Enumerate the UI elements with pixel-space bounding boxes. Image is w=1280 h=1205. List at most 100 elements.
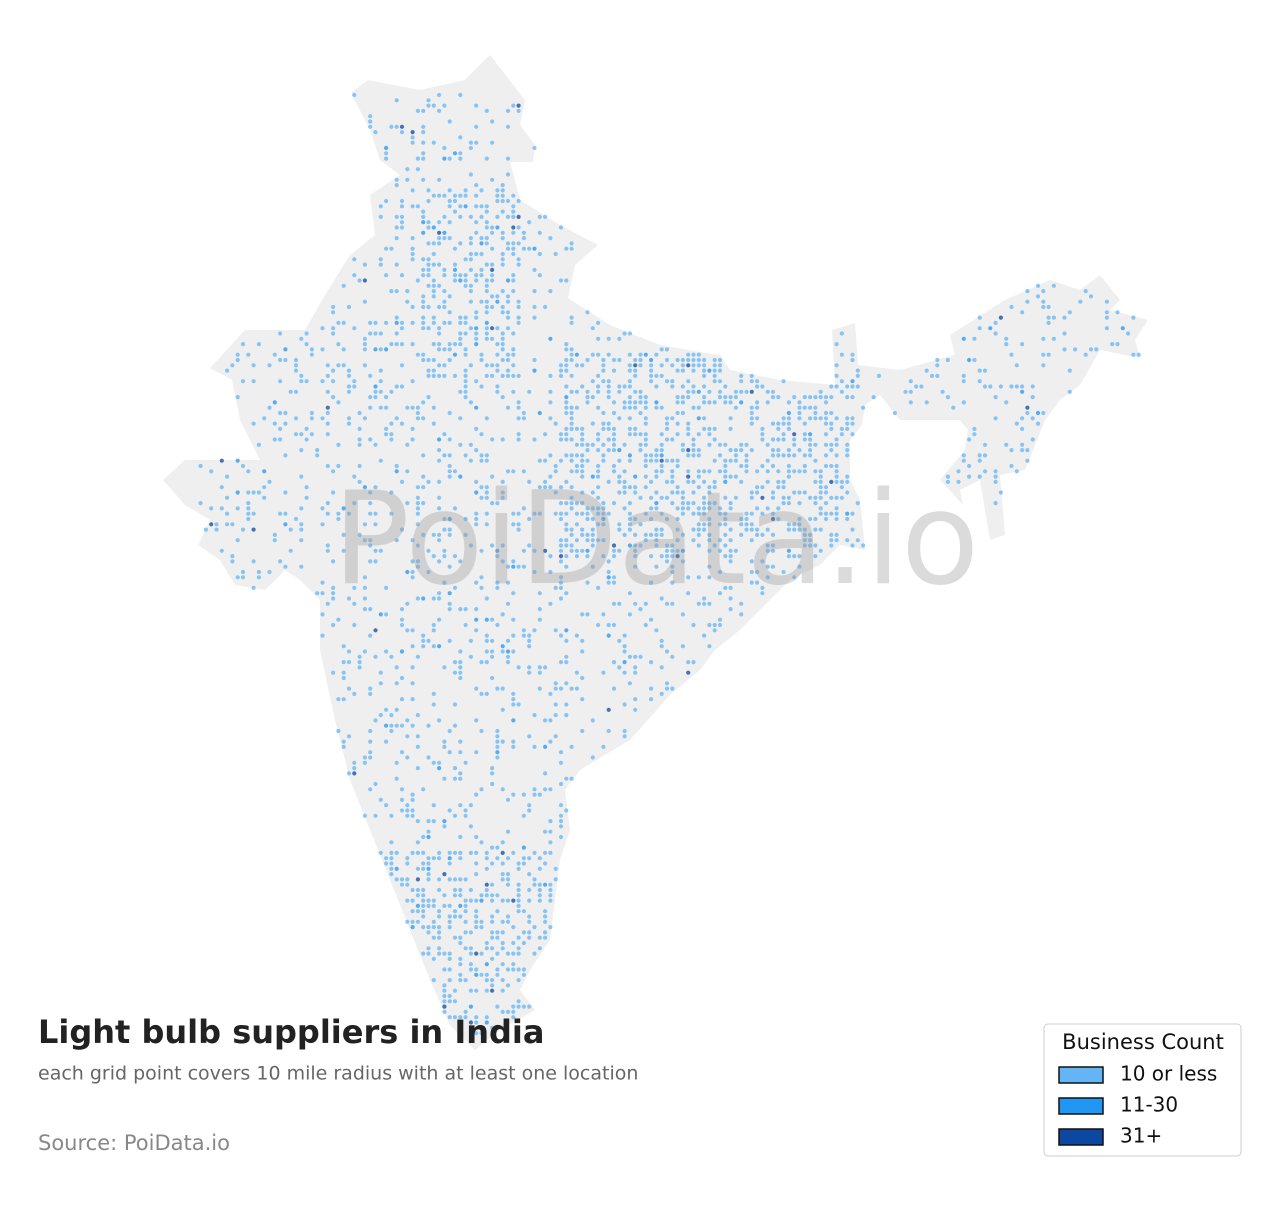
grid-point [585,511,590,516]
grid-point [283,564,288,569]
grid-point [818,389,823,394]
grid-point [590,538,595,543]
grid-point [315,453,320,458]
grid-point [389,813,394,818]
grid-point [458,978,463,983]
grid-point [850,384,855,389]
grid-point [839,426,845,431]
grid-point [797,416,802,421]
grid-point [696,469,701,474]
grid-point [606,728,611,734]
grid-point [680,363,686,368]
grid-point [521,940,527,946]
grid-point [558,819,564,824]
grid-point [458,241,463,246]
grid-point [876,373,882,378]
grid-point [373,781,378,787]
grid-point [696,405,701,410]
grid-point [834,373,839,378]
grid-point [278,559,283,564]
grid-point [516,882,521,887]
grid-point [855,501,860,506]
grid-point [733,458,739,463]
grid-point [516,241,521,246]
grid-point [378,389,383,394]
grid-point [548,887,553,893]
grid-point [495,326,500,331]
grid-point [421,893,426,898]
grid-point [601,458,606,463]
grid-point [622,400,627,405]
grid-point [495,930,500,935]
grid-point [670,654,675,659]
grid-point [792,453,797,458]
grid-point [309,432,314,437]
grid-point [956,469,961,474]
grid-point [415,108,420,113]
grid-point [574,352,580,357]
grid-point [638,357,643,363]
grid-point [458,193,463,198]
grid-point [818,548,823,553]
grid-point [1014,469,1019,474]
grid-point [723,469,728,474]
grid-point [585,554,590,559]
grid-point [415,522,420,527]
grid-point [452,278,458,283]
grid-point [781,416,786,421]
grid-point [452,999,458,1004]
grid-point [739,400,744,405]
grid-point [993,501,998,506]
grid-point [320,591,325,596]
grid-point [834,416,839,421]
grid-point [479,273,484,278]
grid-point [511,289,516,294]
grid-point [537,458,542,463]
grid-point [537,410,542,416]
grid-point [818,490,823,495]
grid-point [399,225,405,230]
grid-point [749,511,754,516]
grid-point [558,554,564,559]
grid-point [426,819,431,824]
grid-point [437,538,442,543]
grid-point [362,607,367,612]
grid-point [378,681,383,686]
grid-point [352,92,357,98]
grid-point [405,734,410,739]
grid-point [574,453,580,458]
grid-point [585,612,590,617]
grid-point [437,909,442,914]
grid-point [421,124,426,129]
grid-point [808,395,813,400]
grid-point [500,946,505,951]
grid-point [421,267,426,272]
legend-swatch [1058,1066,1104,1084]
grid-point [431,898,436,903]
grid-point [1041,352,1046,357]
grid-point [421,866,426,871]
grid-point [548,485,553,490]
grid-point [399,787,405,792]
grid-point [1041,304,1046,310]
grid-point [728,585,733,591]
grid-point [458,389,463,394]
grid-point [246,511,251,516]
india-outline [163,55,1148,1050]
grid-point [399,750,405,755]
grid-point [325,421,330,426]
grid-point [585,538,590,543]
grid-point [431,421,436,426]
grid-point [516,898,521,903]
grid-point [675,485,680,490]
grid-point [617,490,622,495]
grid-point [463,532,468,538]
grid-point [717,363,723,368]
grid-point [468,257,473,262]
grid-point [606,437,611,442]
grid-point [749,379,754,384]
grid-point [341,363,346,368]
grid-point [792,554,797,559]
grid-point [399,421,405,426]
grid-point [384,612,389,617]
